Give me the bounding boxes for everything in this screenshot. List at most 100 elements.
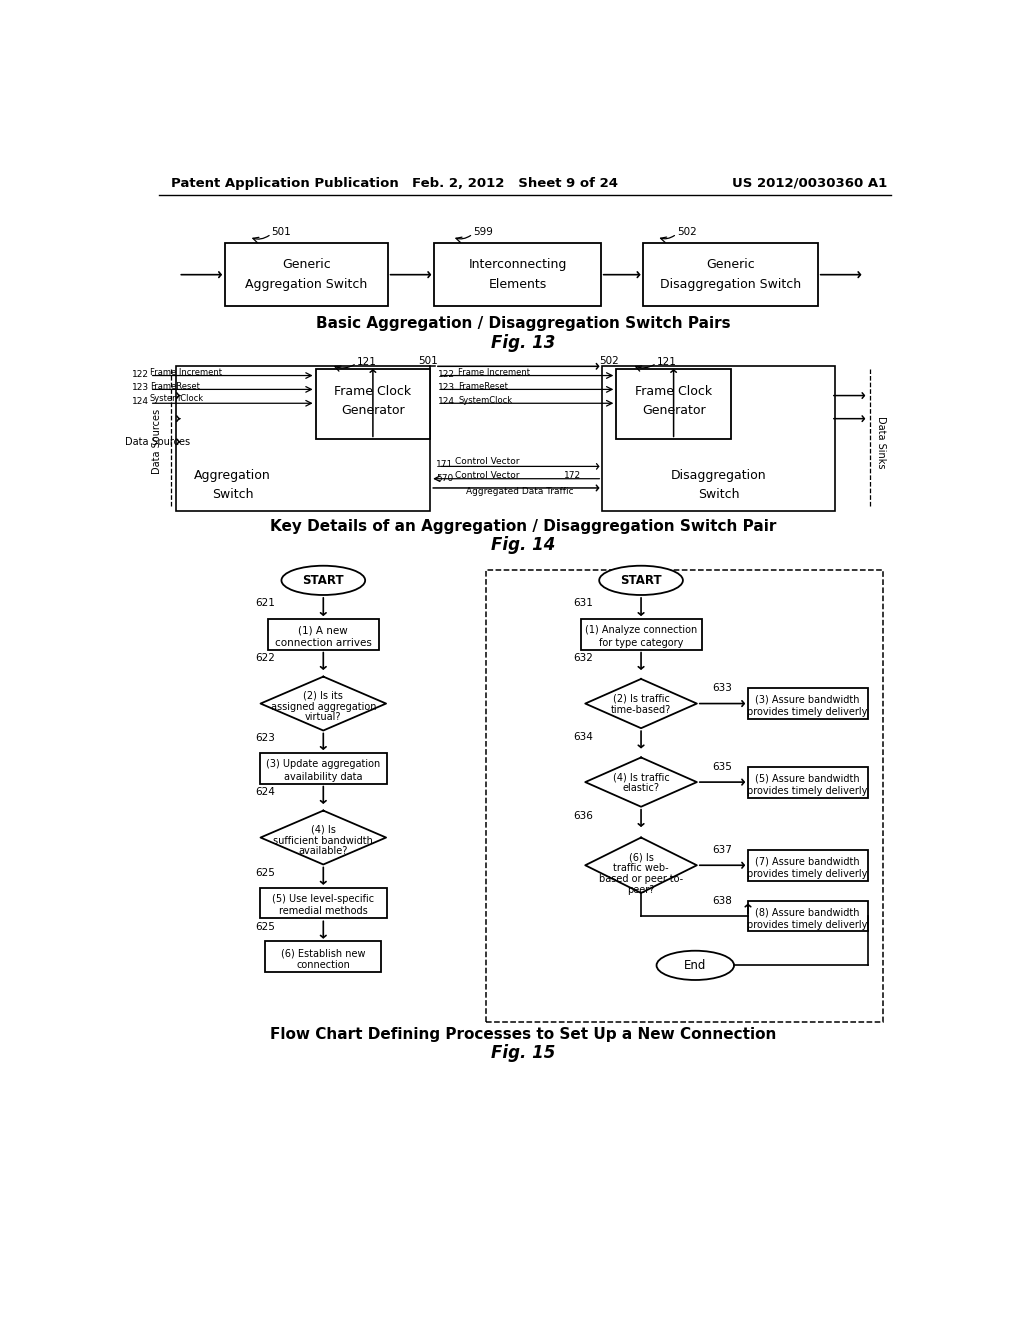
Text: connection: connection bbox=[296, 961, 350, 970]
Text: Interconnecting: Interconnecting bbox=[468, 259, 566, 271]
Text: 124: 124 bbox=[438, 397, 455, 407]
Text: (1) A new: (1) A new bbox=[298, 626, 348, 635]
Text: sufficient bandwidth: sufficient bandwidth bbox=[273, 836, 373, 846]
Text: 631: 631 bbox=[573, 598, 593, 609]
Text: 632: 632 bbox=[573, 653, 593, 663]
Text: Disaggregation Switch: Disaggregation Switch bbox=[660, 279, 801, 292]
Bar bbox=[602, 367, 835, 511]
Text: provides timely deliverly: provides timely deliverly bbox=[748, 869, 868, 879]
Text: Flow Chart Defining Processes to Set Up a New Connection: Flow Chart Defining Processes to Set Up … bbox=[270, 1027, 776, 1043]
Text: 123: 123 bbox=[438, 383, 455, 392]
Text: 122: 122 bbox=[132, 370, 148, 379]
Text: Fig. 13: Fig. 13 bbox=[492, 334, 555, 352]
Text: peer?: peer? bbox=[628, 884, 654, 895]
Bar bbox=[581, 619, 701, 649]
Text: based or peer-to-: based or peer-to- bbox=[599, 874, 683, 884]
Text: provides timely deliverly: provides timely deliverly bbox=[748, 708, 868, 717]
Text: (4) Is: (4) Is bbox=[311, 825, 336, 834]
Text: Frame Increment: Frame Increment bbox=[458, 368, 530, 378]
Polygon shape bbox=[586, 678, 697, 729]
Text: End: End bbox=[684, 958, 707, 972]
Text: elastic?: elastic? bbox=[623, 783, 659, 793]
Text: (5) Assure bandwidth: (5) Assure bandwidth bbox=[756, 774, 860, 783]
Text: US 2012/0030360 A1: US 2012/0030360 A1 bbox=[732, 177, 888, 190]
Bar bbox=[616, 368, 731, 440]
Text: provides timely deliverly: provides timely deliverly bbox=[748, 785, 868, 796]
Bar bbox=[260, 887, 387, 919]
Text: for type category: for type category bbox=[599, 639, 683, 648]
Text: Basic Aggregation / Disaggregation Switch Pairs: Basic Aggregation / Disaggregation Switc… bbox=[316, 317, 730, 331]
Text: (2) Is its: (2) Is its bbox=[303, 690, 343, 701]
Polygon shape bbox=[260, 677, 386, 730]
Text: (3) Assure bandwidth: (3) Assure bandwidth bbox=[756, 694, 860, 705]
Text: (6) Establish new: (6) Establish new bbox=[281, 948, 366, 958]
Text: SystemClock: SystemClock bbox=[458, 396, 512, 405]
Text: (7) Assure bandwidth: (7) Assure bandwidth bbox=[756, 857, 860, 866]
Bar bbox=[267, 619, 379, 649]
Text: remedial methods: remedial methods bbox=[279, 907, 368, 916]
Bar bbox=[748, 900, 868, 932]
Text: 621: 621 bbox=[255, 598, 275, 609]
Text: Data Sinks: Data Sinks bbox=[877, 416, 887, 469]
Text: FrameReset: FrameReset bbox=[150, 381, 200, 391]
Text: virtual?: virtual? bbox=[305, 711, 342, 722]
Text: provides timely deliverly: provides timely deliverly bbox=[748, 920, 868, 929]
Text: 121: 121 bbox=[656, 356, 677, 367]
Text: 123: 123 bbox=[132, 383, 150, 392]
Text: START: START bbox=[621, 574, 662, 587]
Text: 171: 171 bbox=[436, 461, 454, 470]
Text: SystemClock: SystemClock bbox=[150, 395, 204, 403]
Text: (5) Use level-specific: (5) Use level-specific bbox=[272, 894, 375, 904]
Bar bbox=[748, 850, 868, 880]
Bar bbox=[486, 570, 883, 1022]
Text: Patent Application Publication: Patent Application Publication bbox=[171, 177, 398, 190]
Text: 599: 599 bbox=[473, 227, 493, 238]
Text: 623: 623 bbox=[255, 733, 275, 743]
Text: Aggregation Switch: Aggregation Switch bbox=[245, 279, 368, 292]
Bar bbox=[265, 941, 381, 973]
Text: Switch: Switch bbox=[212, 488, 253, 502]
Bar bbox=[434, 243, 601, 306]
Text: 624: 624 bbox=[255, 787, 275, 797]
Text: Fig. 14: Fig. 14 bbox=[492, 536, 555, 554]
Text: Feb. 2, 2012   Sheet 9 of 24: Feb. 2, 2012 Sheet 9 of 24 bbox=[413, 177, 618, 190]
Text: (1) Analyze connection: (1) Analyze connection bbox=[585, 626, 697, 635]
Text: 633: 633 bbox=[713, 684, 732, 693]
Text: 625: 625 bbox=[255, 921, 275, 932]
Text: 501: 501 bbox=[271, 227, 291, 238]
Bar bbox=[225, 243, 388, 306]
Ellipse shape bbox=[656, 950, 734, 979]
Bar bbox=[315, 368, 430, 440]
Text: 638: 638 bbox=[713, 896, 732, 906]
Text: 122: 122 bbox=[438, 370, 455, 379]
Text: Key Details of an Aggregation / Disaggregation Switch Pair: Key Details of an Aggregation / Disaggre… bbox=[270, 519, 776, 535]
Text: Generic: Generic bbox=[707, 259, 755, 271]
Bar bbox=[748, 688, 868, 719]
Text: 502: 502 bbox=[677, 227, 696, 238]
Text: START: START bbox=[302, 574, 344, 587]
Polygon shape bbox=[260, 810, 386, 865]
Text: 124: 124 bbox=[132, 397, 148, 407]
Text: (4) Is traffic: (4) Is traffic bbox=[612, 772, 670, 783]
Text: 634: 634 bbox=[573, 733, 593, 742]
Text: 636: 636 bbox=[573, 810, 593, 821]
Text: connection arrives: connection arrives bbox=[274, 639, 372, 648]
Ellipse shape bbox=[282, 566, 366, 595]
Text: Data Sources: Data Sources bbox=[153, 409, 163, 474]
Text: Elements: Elements bbox=[488, 279, 547, 292]
Bar bbox=[260, 752, 387, 784]
Bar bbox=[176, 367, 430, 511]
Polygon shape bbox=[586, 758, 697, 807]
Polygon shape bbox=[586, 838, 697, 894]
Text: 121: 121 bbox=[356, 356, 377, 367]
Text: time-based?: time-based? bbox=[611, 705, 671, 714]
Text: availability data: availability data bbox=[284, 772, 362, 781]
Text: 622: 622 bbox=[255, 653, 275, 663]
Bar bbox=[643, 243, 818, 306]
Text: (2) Is traffic: (2) Is traffic bbox=[612, 694, 670, 704]
Bar bbox=[748, 767, 868, 797]
Text: (6) Is: (6) Is bbox=[629, 853, 653, 862]
Text: Aggregated Data Traffic: Aggregated Data Traffic bbox=[466, 487, 573, 495]
Text: 625: 625 bbox=[255, 869, 275, 878]
Text: Disaggregation: Disaggregation bbox=[671, 469, 766, 482]
